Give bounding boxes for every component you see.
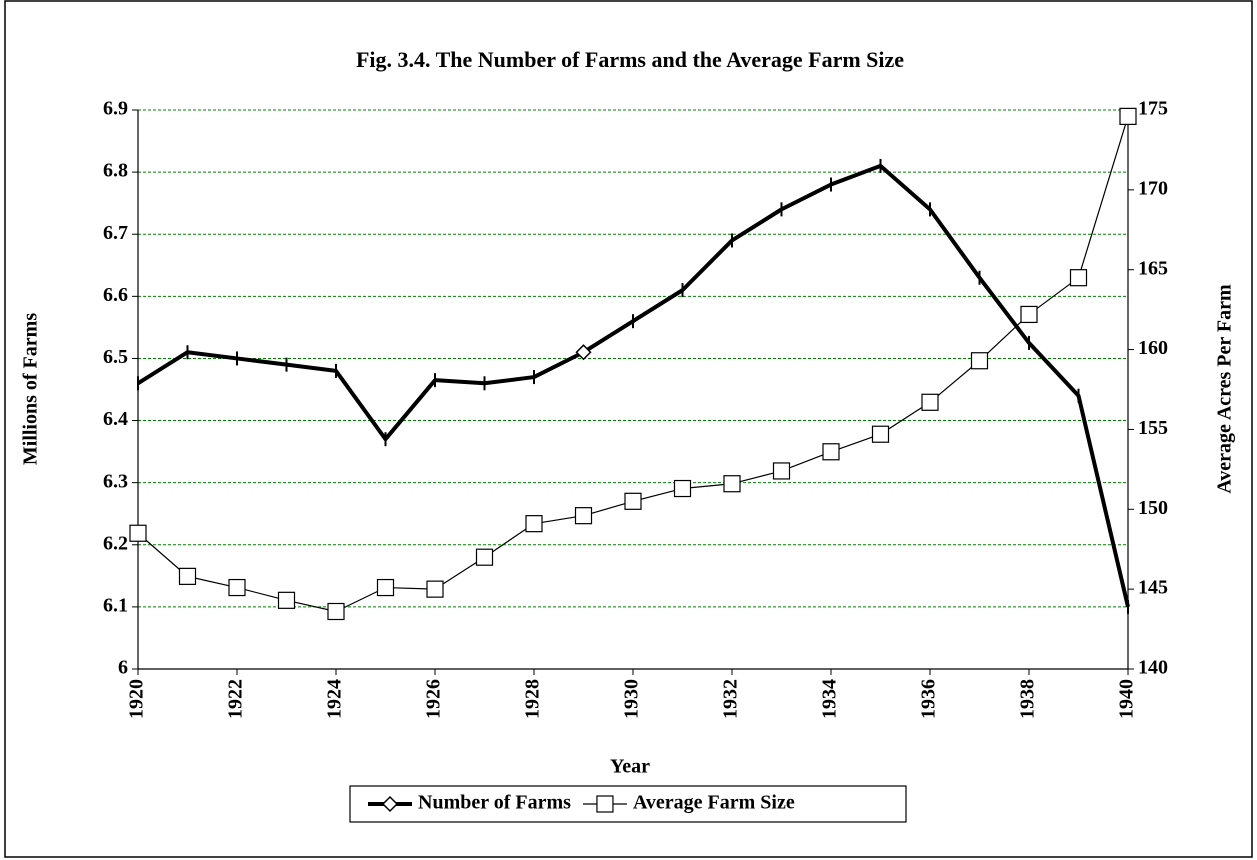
- legend-label: Average Farm Size: [633, 792, 795, 814]
- marker: [723, 475, 741, 493]
- y-tick-label: 6.5: [103, 346, 128, 368]
- y-tick-label: 6.3: [103, 470, 128, 492]
- marker: [574, 507, 593, 525]
- marker: [178, 567, 197, 585]
- marker: [525, 515, 543, 533]
- legend-label: Number of Farms: [418, 792, 571, 814]
- x-tick-label: 1940: [1116, 679, 1138, 719]
- marker: [822, 443, 840, 461]
- chart-frame: [4, 0, 1253, 858]
- marker: [129, 524, 147, 542]
- marker: [1020, 305, 1038, 324]
- marker: [772, 462, 791, 480]
- y-axis-title: Millions of Farms: [20, 313, 42, 465]
- marker: [871, 425, 890, 443]
- x-tick-label: 1924: [324, 679, 346, 719]
- x-tick-label: 1936: [918, 679, 940, 719]
- x-tick-label: 1920: [126, 679, 148, 719]
- marker: [1119, 107, 1137, 125]
- y-tick-label: 6.2: [103, 532, 128, 554]
- marker: [575, 344, 592, 361]
- marker: [970, 352, 989, 370]
- series-line: [136, 163, 1130, 608]
- x-tick-label: 1926: [423, 679, 445, 719]
- marker: [376, 578, 395, 597]
- x-tick-label: 1922: [225, 679, 247, 719]
- x-axis-title: Year: [610, 756, 650, 778]
- legend-box: [349, 785, 907, 823]
- y-tick-label: 6.6: [103, 284, 128, 306]
- x-tick-label: 1928: [522, 679, 544, 719]
- y2-tick-label: 140: [1138, 657, 1168, 679]
- x-tick-label: 1938: [1017, 679, 1039, 719]
- marker: [1069, 269, 1088, 287]
- chart-title: Fig. 3.4. The Number of Farms and the Av…: [356, 47, 904, 72]
- marker: [475, 548, 494, 566]
- marker: [277, 591, 296, 609]
- x-tick-label: 1932: [720, 679, 742, 719]
- y-tick-label: 6.1: [103, 594, 128, 616]
- y-tick-label: 6.8: [103, 160, 128, 182]
- y-tick-label: 6.9: [103, 98, 128, 120]
- y2-tick-label: 175: [1138, 98, 1168, 120]
- x-tick-label: 1930: [621, 679, 643, 719]
- marker: [426, 580, 444, 598]
- marker: [228, 578, 246, 597]
- marker: [596, 795, 614, 813]
- y2-tick-label: 170: [1138, 177, 1168, 199]
- marker: [381, 795, 399, 813]
- y-tick-label: 6.7: [103, 222, 128, 244]
- marker: [624, 492, 642, 510]
- marker: [921, 393, 939, 411]
- y-tick-label: 6.4: [103, 408, 128, 430]
- x-tick-label: 1934: [819, 679, 841, 719]
- y2-tick-label: 150: [1138, 497, 1168, 519]
- y2-axis-title: Average Acres Per Farm: [1214, 284, 1236, 494]
- y2-tick-label: 160: [1138, 337, 1168, 359]
- y2-tick-label: 155: [1138, 417, 1168, 439]
- y2-tick-label: 145: [1138, 577, 1168, 599]
- marker: [327, 602, 345, 621]
- y2-tick-label: 165: [1138, 257, 1168, 279]
- y-tick-label: 6: [118, 657, 128, 679]
- marker: [673, 479, 692, 498]
